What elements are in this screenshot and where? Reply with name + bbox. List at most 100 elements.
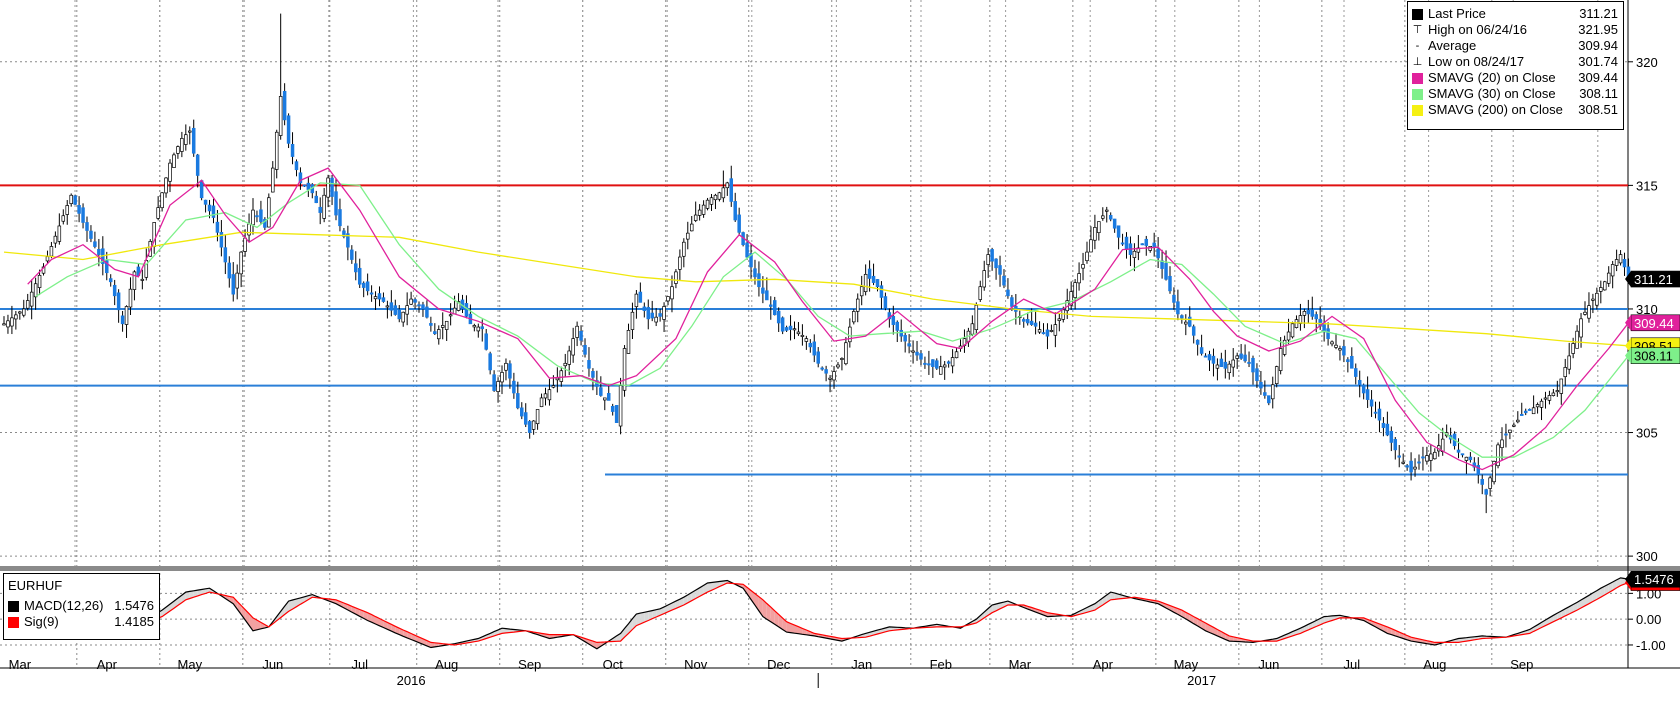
candle-body: [433, 331, 437, 335]
macd-fill: [502, 628, 506, 634]
candle-body: [61, 215, 66, 222]
candle-body: [429, 323, 433, 326]
price-legend-row: SMAVG (20) on Close 309.44: [1412, 70, 1618, 86]
macd-fill: [375, 616, 380, 626]
macd-fill: [774, 610, 779, 627]
candle-body: [1077, 273, 1081, 284]
candle-body: [907, 343, 911, 347]
candle-body: [828, 377, 832, 380]
candle-body: [650, 312, 654, 319]
candle-body: [330, 177, 334, 197]
macd-fill: [762, 599, 767, 620]
candle-body: [935, 360, 939, 369]
candle-body: [1373, 411, 1378, 414]
candle-body: [571, 338, 575, 356]
legend-value: 1.5476: [114, 598, 154, 613]
macd-y-tick-label: -1.00: [1636, 638, 1666, 653]
candle-body: [1172, 294, 1176, 303]
macd-fill: [1612, 579, 1617, 591]
candle-body: [575, 325, 579, 338]
candle-body: [377, 293, 382, 300]
candle-body: [824, 369, 828, 374]
candle-body: [1603, 281, 1607, 291]
macd-fill: [225, 595, 230, 602]
candle-body: [227, 262, 232, 279]
candle-body: [1488, 477, 1492, 489]
candle-body: [464, 303, 469, 317]
candle-body: [769, 304, 773, 307]
candle-body: [326, 177, 330, 198]
macd-fill: [1600, 586, 1605, 598]
candle-body: [765, 290, 769, 301]
macd-fill: [683, 594, 688, 605]
candle-body: [354, 263, 358, 273]
macd-fill: [387, 622, 392, 632]
candle-body: [239, 251, 243, 275]
legend-swatch: [8, 617, 19, 629]
candle-body: [1164, 263, 1168, 280]
candle-body: [800, 334, 805, 337]
candle-body: [1294, 319, 1299, 328]
candle-body: [686, 232, 690, 240]
candle-body: [1535, 404, 1540, 408]
macd-fill: [1565, 606, 1570, 616]
candle-body: [425, 306, 429, 318]
candle-body: [883, 296, 888, 309]
candle-body: [1263, 392, 1267, 396]
legend-value: 309.44: [1578, 70, 1618, 85]
candle-body: [859, 286, 864, 297]
macd-fill: [664, 605, 668, 614]
candle-body: [658, 313, 662, 317]
candle-body: [65, 205, 69, 215]
candle-body: [1219, 358, 1224, 367]
candle-body: [302, 184, 307, 187]
x-month-label: Jul: [351, 657, 368, 672]
candle-body: [1508, 429, 1512, 433]
x-month-label: Jul: [1344, 657, 1361, 672]
candle-body: [69, 194, 73, 204]
candle-body: [191, 127, 196, 154]
candle-body: [1599, 287, 1603, 292]
candle-body: [1397, 455, 1401, 458]
macd-fill: [1569, 604, 1574, 614]
candle-body: [1405, 465, 1409, 468]
candle-body: [1282, 339, 1287, 355]
macd-fill: [367, 612, 372, 623]
candle-body: [1116, 225, 1121, 238]
candle-body: [361, 282, 366, 288]
candle-body: [879, 285, 884, 298]
legend-label: Low on 08/24/17: [1428, 54, 1525, 69]
candle-body: [895, 321, 900, 331]
candle-body: [1539, 400, 1544, 408]
candle-body: [682, 241, 686, 257]
candle-body: [689, 223, 694, 232]
candle-body: [642, 306, 647, 311]
candle-body: [942, 364, 947, 368]
price-tag-3-label: 308.11: [1634, 349, 1673, 364]
macd-legend-row: MACD(12,26) 1.5476: [8, 598, 154, 614]
price-legend-row: Last Price 311.21: [1412, 6, 1618, 22]
candle-body: [1025, 319, 1030, 324]
candle-body: [867, 268, 872, 279]
candle-body: [1093, 227, 1097, 241]
candle-body: [1385, 423, 1390, 436]
x-month-label: Mar: [9, 657, 32, 672]
candle-body: [10, 317, 14, 327]
candle-body: [184, 134, 188, 145]
candle-body: [974, 304, 979, 330]
legend-swatch: [1412, 105, 1423, 117]
candle-body: [322, 194, 326, 219]
x-year-label: 2016: [397, 673, 426, 688]
candle-body: [1472, 462, 1477, 468]
candle-body: [1326, 328, 1330, 339]
macd-fill: [703, 583, 708, 595]
candle-body: [278, 96, 283, 136]
candle-body: [717, 192, 722, 200]
x-month-label: Mar: [1009, 657, 1032, 672]
candle-body: [440, 325, 445, 328]
candle-body: [97, 249, 101, 255]
candle-body: [725, 182, 730, 189]
candle-body: [164, 177, 168, 194]
macd-fill: [1110, 592, 1115, 600]
candle-body: [203, 199, 208, 205]
